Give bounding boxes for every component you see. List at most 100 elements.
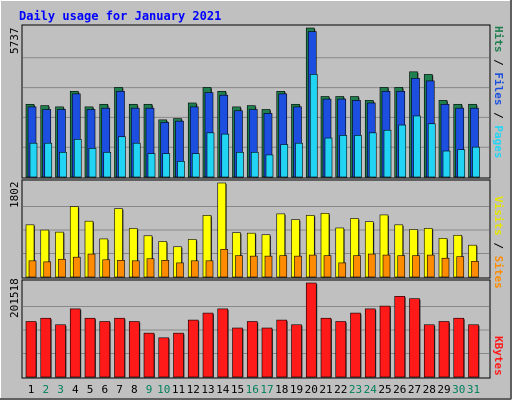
bar-pages-day-1 (29, 142, 38, 178)
bar-pages-day-7 (118, 136, 126, 178)
bar-pages-day-28 (427, 123, 436, 178)
bar-pages-day-11 (177, 161, 185, 178)
bar-pages-day-14 (221, 133, 230, 178)
bar-kbytes-day-29 (438, 321, 450, 378)
x-tick-label-day-28: 28 (423, 383, 436, 396)
x-tick-label-day-5: 5 (87, 383, 94, 396)
bar-sites-day-21 (323, 255, 332, 278)
bar-kbytes-day-1 (25, 321, 37, 378)
bar-pages-day-19 (295, 142, 303, 178)
x-tick-label-day-11: 11 (172, 383, 185, 396)
x-tick-label-day-29: 29 (437, 383, 450, 396)
legend-sites: Sites (492, 256, 505, 289)
chart-title: Daily usage for January 2021 (19, 9, 221, 23)
bar-sites-day-8 (131, 260, 140, 278)
bar-pages-day-24 (368, 132, 377, 178)
x-tick-label-day-17: 17 (260, 383, 273, 396)
x-tick-label-day-21: 21 (319, 383, 332, 396)
legend-sep-2: / (492, 112, 505, 119)
bar-pages-day-25 (383, 129, 392, 178)
x-tick-label-day-24: 24 (364, 383, 378, 396)
bar-kbytes-day-27 (409, 298, 420, 378)
bar-sites-day-15 (235, 255, 243, 278)
bar-sites-day-17 (264, 255, 273, 278)
bar-pages-day-9 (147, 153, 156, 178)
bar-kbytes-day-9 (143, 332, 155, 378)
bar-kbytes-day-13 (202, 312, 214, 378)
bar-sites-day-10 (161, 260, 170, 278)
bar-kbytes-day-8 (128, 321, 140, 378)
x-tick-label-day-23: 23 (349, 383, 362, 396)
bar-kbytes-day-17 (261, 327, 273, 378)
bar-sites-day-26 (397, 255, 406, 278)
y-max-label-top: 5737 (8, 28, 21, 55)
bar-pages-day-13 (206, 132, 215, 178)
bar-pages-day-31 (472, 146, 480, 178)
x-tick-label-day-15: 15 (231, 383, 244, 396)
x-tick-label-day-9: 9 (146, 383, 153, 396)
x-tick-label-day-14: 14 (216, 383, 230, 396)
bar-sites-day-4 (72, 256, 81, 278)
x-tick-label-day-25: 25 (378, 383, 391, 396)
bar-kbytes-day-15 (232, 327, 243, 378)
y-max-label-mid: 1802 (8, 182, 21, 209)
x-tick-label-day-30: 30 (452, 383, 465, 396)
bar-sites-day-11 (176, 262, 184, 278)
bar-pages-day-2 (44, 142, 53, 178)
legend-kbytes: KBytes (492, 336, 505, 376)
bar-pages-day-4 (73, 139, 82, 178)
bar-kbytes-day-4 (69, 308, 81, 378)
bar-pages-day-3 (59, 152, 67, 178)
bar-sites-day-24 (367, 253, 376, 278)
bar-kbytes-day-11 (173, 332, 184, 378)
bar-pages-day-16 (250, 152, 259, 178)
bar-kbytes-day-18 (276, 319, 288, 378)
y-max-label-bottom: 201518 (8, 278, 21, 318)
bar-kbytes-day-2 (40, 317, 52, 378)
bar-kbytes-day-30 (453, 317, 465, 378)
bar-pages-day-18 (280, 144, 289, 178)
bar-pages-day-8 (132, 142, 141, 178)
bar-kbytes-day-24 (364, 308, 376, 378)
x-tick-label-day-26: 26 (393, 383, 406, 396)
bar-sites-day-7 (117, 260, 125, 278)
bar-sites-day-18 (279, 255, 288, 278)
bar-sites-day-30 (456, 256, 465, 278)
bar-sites-day-20 (308, 254, 317, 278)
bar-pages-day-21 (324, 137, 333, 178)
legend-visits: Visits (492, 196, 505, 236)
bar-sites-day-12 (190, 260, 199, 278)
bar-pages-day-26 (398, 124, 407, 178)
bar-kbytes-day-7 (114, 317, 125, 378)
bar-kbytes-day-28 (423, 324, 435, 378)
legend-sep-3: / (492, 242, 505, 249)
bar-kbytes-day-14 (217, 308, 229, 378)
x-tick-label-day-12: 12 (187, 383, 200, 396)
bar-sites-day-31 (471, 261, 479, 278)
bar-kbytes-day-22 (335, 321, 347, 378)
x-tick-label-day-20: 20 (305, 383, 318, 396)
bar-sites-day-22 (338, 262, 347, 278)
legend-visits-sites: Visits / Sites (492, 196, 505, 289)
bar-pages-day-17 (265, 154, 274, 178)
chart-marks (23, 27, 489, 378)
bar-pages-day-15 (236, 152, 244, 178)
bar-sites-day-3 (58, 258, 66, 278)
bar-sites-day-9 (146, 258, 155, 278)
bar-kbytes-day-16 (246, 321, 258, 378)
bar-kbytes-day-3 (55, 324, 66, 378)
bar-sites-day-13 (205, 260, 214, 278)
bar-sites-day-27 (412, 255, 420, 278)
bar-kbytes-day-21 (320, 317, 332, 378)
x-tick-label-day-4: 4 (72, 383, 79, 396)
bar-pages-day-10 (162, 153, 171, 178)
x-axis-day-labels: 1 2 3 4 5 6 7 8 9 10 11 12 13 14 15 16 17 18 19 20 21 22 23 24 2… (28, 383, 480, 396)
x-tick-label-day-3: 3 (57, 383, 64, 396)
bar-pages-day-20 (309, 74, 318, 178)
legend-sep-1: / (492, 59, 505, 66)
bar-kbytes-day-6 (99, 321, 111, 378)
bar-sites-day-5 (87, 253, 96, 278)
bar-kbytes-day-20 (305, 282, 317, 378)
bar-pages-day-5 (88, 148, 97, 178)
x-tick-label-day-22: 22 (334, 383, 347, 396)
